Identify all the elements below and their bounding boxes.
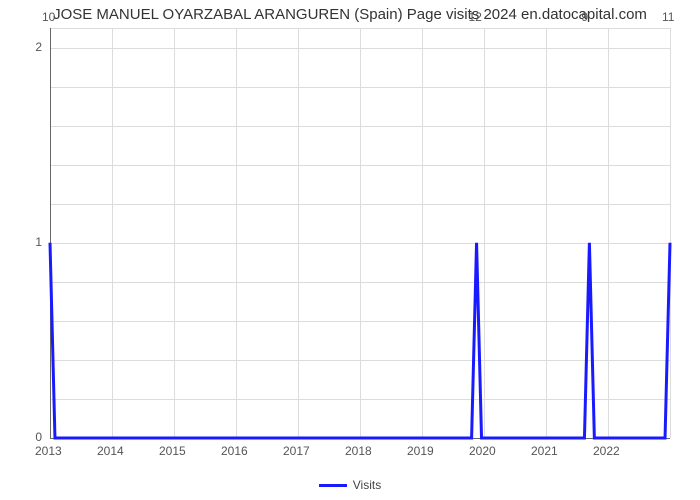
series-line [50, 243, 670, 438]
series-svg [0, 0, 700, 500]
peak-label: 9 [581, 10, 588, 24]
peak-label: 12 [469, 10, 482, 24]
peak-label: 10 [42, 10, 55, 24]
chart-root: JOSE MANUEL OYARZABAL ARANGUREN (Spain) … [0, 0, 700, 500]
peak-label: 11 [662, 10, 674, 24]
